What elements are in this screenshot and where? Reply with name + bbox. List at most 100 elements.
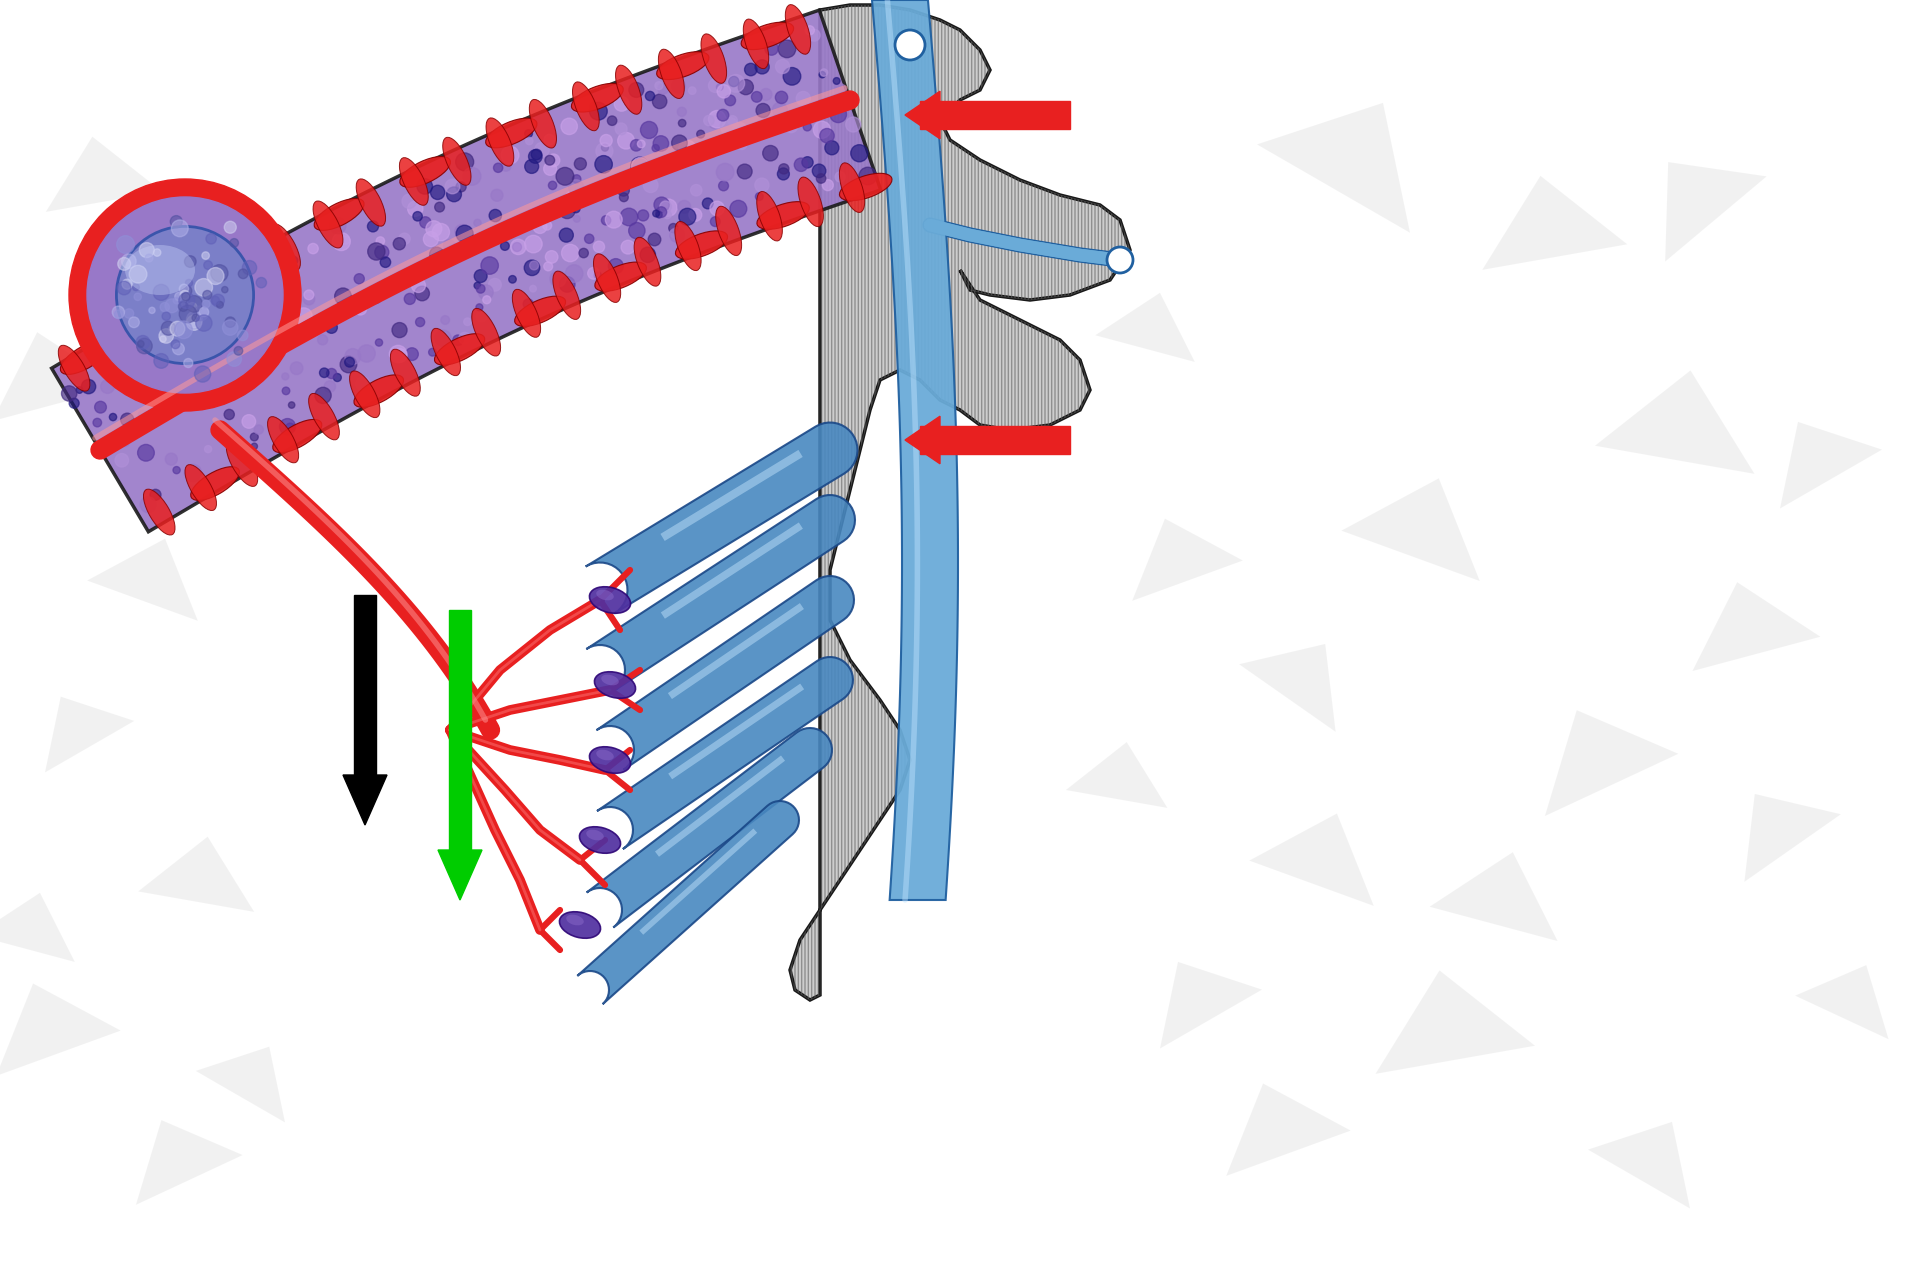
Circle shape [394, 348, 407, 362]
Circle shape [190, 389, 202, 401]
Circle shape [829, 106, 847, 123]
Circle shape [280, 419, 296, 435]
Circle shape [372, 284, 388, 298]
Circle shape [152, 347, 159, 355]
Circle shape [430, 186, 445, 200]
Circle shape [161, 312, 171, 320]
Ellipse shape [589, 586, 630, 613]
Circle shape [250, 362, 261, 374]
Circle shape [457, 225, 472, 242]
Ellipse shape [227, 440, 257, 486]
Circle shape [278, 271, 292, 284]
Circle shape [115, 453, 129, 467]
Ellipse shape [144, 489, 175, 535]
Ellipse shape [559, 911, 601, 938]
Circle shape [330, 218, 346, 234]
Circle shape [319, 369, 328, 378]
Circle shape [776, 91, 787, 104]
Circle shape [117, 282, 131, 294]
Circle shape [376, 237, 384, 246]
Polygon shape [597, 657, 852, 849]
Ellipse shape [756, 202, 810, 229]
Polygon shape [1238, 644, 1336, 732]
Polygon shape [438, 850, 482, 900]
Polygon shape [1546, 710, 1678, 817]
Circle shape [211, 296, 219, 305]
Circle shape [488, 278, 501, 291]
Circle shape [121, 413, 134, 426]
Circle shape [543, 134, 555, 145]
Circle shape [236, 385, 244, 394]
Circle shape [240, 311, 253, 325]
Bar [353, 595, 376, 774]
Circle shape [154, 248, 161, 256]
Circle shape [509, 221, 518, 230]
Circle shape [524, 300, 534, 308]
Circle shape [532, 150, 541, 160]
Circle shape [434, 202, 445, 212]
Circle shape [593, 241, 605, 252]
Circle shape [720, 118, 739, 136]
Circle shape [186, 296, 202, 312]
Circle shape [69, 179, 301, 411]
Circle shape [282, 387, 290, 394]
Circle shape [225, 221, 236, 233]
Circle shape [708, 79, 722, 92]
Bar [920, 101, 1069, 129]
Polygon shape [344, 774, 388, 826]
Circle shape [655, 197, 670, 212]
Polygon shape [1066, 742, 1167, 808]
Circle shape [171, 340, 180, 348]
Circle shape [691, 147, 701, 157]
Circle shape [672, 79, 685, 92]
Circle shape [678, 201, 691, 214]
Circle shape [202, 252, 209, 260]
Circle shape [100, 380, 115, 393]
Circle shape [371, 292, 382, 303]
Circle shape [255, 278, 267, 288]
Circle shape [814, 122, 831, 138]
Circle shape [678, 108, 685, 116]
Ellipse shape [593, 253, 620, 302]
Circle shape [474, 270, 488, 283]
Circle shape [735, 138, 747, 150]
Circle shape [171, 215, 182, 228]
Circle shape [175, 292, 182, 301]
Polygon shape [86, 539, 198, 621]
Ellipse shape [595, 262, 647, 292]
Circle shape [236, 383, 248, 393]
Circle shape [182, 292, 188, 298]
Circle shape [524, 260, 540, 275]
Circle shape [223, 310, 228, 317]
Circle shape [755, 193, 762, 201]
Circle shape [136, 338, 152, 353]
Circle shape [152, 357, 159, 366]
Circle shape [630, 82, 643, 97]
Circle shape [564, 265, 584, 283]
Circle shape [795, 157, 808, 172]
Circle shape [161, 321, 175, 335]
Circle shape [175, 378, 188, 393]
Circle shape [689, 209, 703, 221]
Ellipse shape [530, 100, 557, 148]
Ellipse shape [486, 118, 515, 166]
Circle shape [157, 403, 167, 413]
Circle shape [434, 330, 451, 347]
Circle shape [211, 265, 228, 282]
Circle shape [430, 247, 444, 261]
Ellipse shape [716, 206, 741, 256]
Polygon shape [136, 1120, 242, 1204]
Circle shape [455, 152, 474, 170]
Circle shape [142, 380, 152, 390]
Polygon shape [1160, 961, 1261, 1048]
Circle shape [561, 244, 580, 261]
Circle shape [618, 132, 634, 148]
Polygon shape [1596, 370, 1755, 474]
Circle shape [125, 332, 142, 348]
Circle shape [138, 444, 154, 461]
Ellipse shape [572, 83, 624, 113]
Circle shape [643, 178, 659, 192]
Polygon shape [1482, 175, 1628, 270]
Circle shape [764, 42, 778, 55]
Circle shape [530, 285, 536, 292]
